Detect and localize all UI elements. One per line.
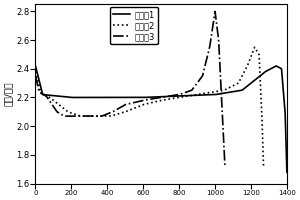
实施例3	[213, 10, 217, 13]
实施例1	[149, 96, 153, 98]
实施例2	[253, 46, 256, 49]
实施例2	[255, 50, 259, 52]
实施例2	[213, 91, 217, 93]
实施例2	[45, 95, 49, 97]
实施例1	[156, 96, 160, 98]
实施例3	[121, 105, 124, 107]
Line: 实施例2: 实施例2	[35, 47, 263, 166]
实施例1	[34, 65, 37, 67]
实施例2	[262, 165, 265, 168]
Legend: 实施例1, 实施例2, 实施例3: 实施例1, 实施例2, 实施例3	[110, 7, 158, 44]
实施例1	[232, 90, 235, 93]
Line: 实施例3: 实施例3	[35, 12, 225, 166]
实施例2	[145, 103, 148, 105]
实施例3	[183, 92, 186, 94]
实施例2	[34, 70, 37, 73]
实施例3	[126, 103, 129, 105]
Line: 实施例1: 实施例1	[35, 66, 287, 172]
实施例2	[139, 105, 142, 107]
实施例3	[223, 165, 227, 168]
实施例1	[285, 171, 289, 173]
实施例3	[218, 56, 221, 59]
实施例1	[46, 94, 50, 96]
实施例2	[255, 50, 259, 52]
实施例3	[43, 94, 47, 97]
实施例1	[278, 66, 281, 69]
Y-axis label: 电压/伏特: 电压/伏特	[4, 82, 13, 106]
实施例1	[278, 67, 281, 69]
实施例3	[34, 75, 37, 77]
实施例3	[218, 55, 221, 57]
